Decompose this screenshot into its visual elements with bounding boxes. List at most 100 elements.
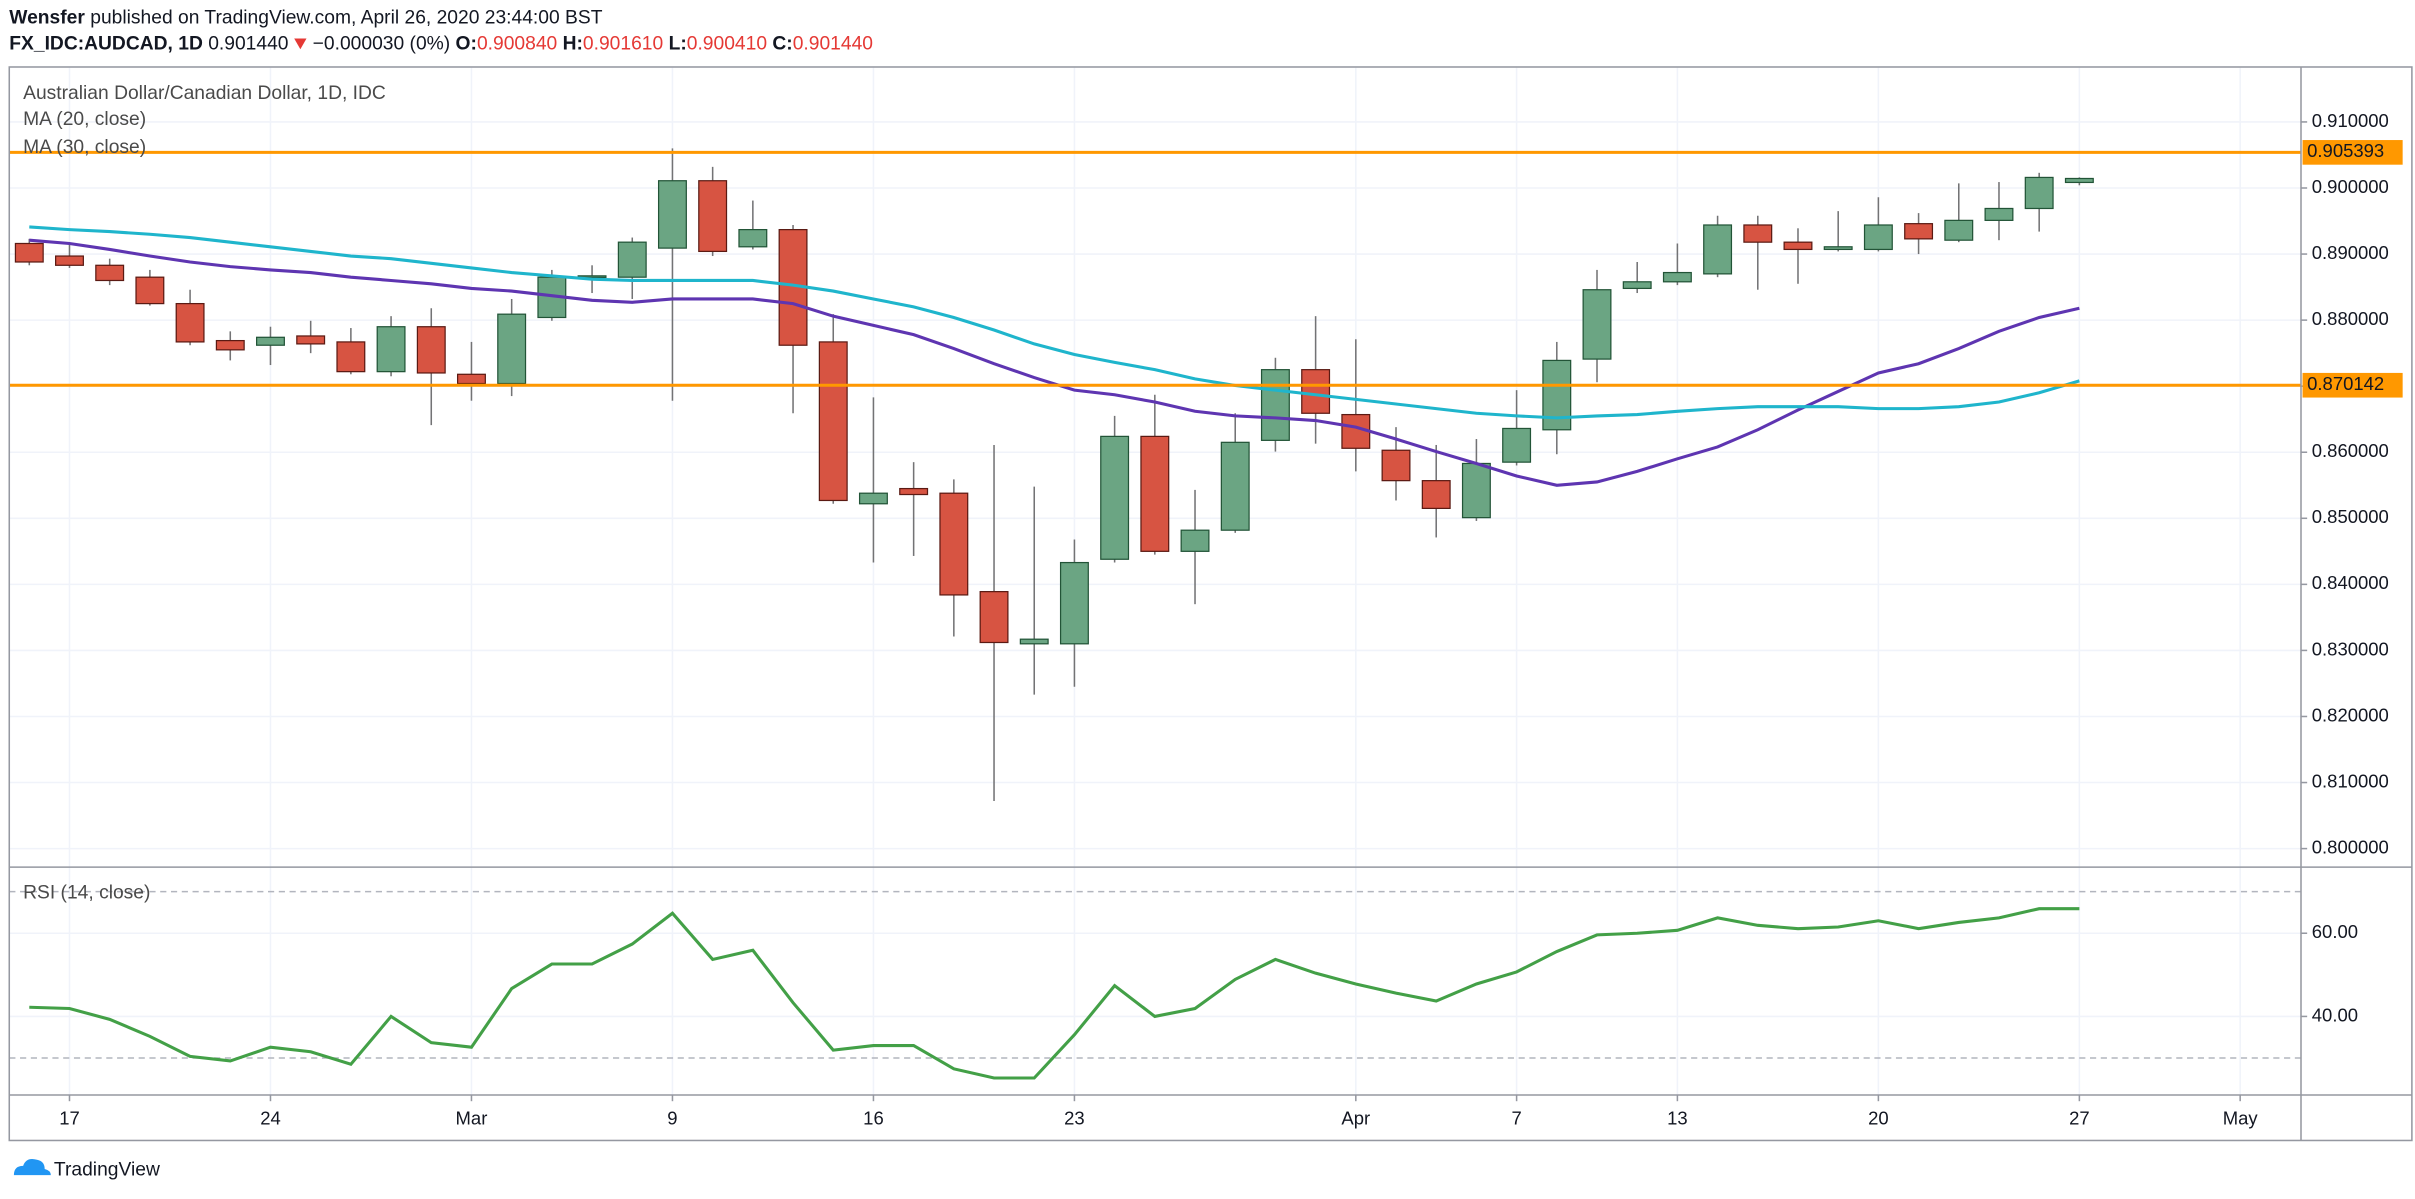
author: Wensfer: [9, 8, 85, 29]
candle-body: [858, 492, 888, 505]
header-line-2: FX_IDC:AUDCAD, 1D 0.901440: [9, 34, 288, 55]
candle-body: [175, 302, 205, 343]
candle-body: [1381, 449, 1411, 482]
candle-body: [1100, 435, 1130, 560]
x-tick-label: Mar: [456, 1108, 488, 1129]
candle-body: [55, 255, 84, 266]
indicator-line: [29, 907, 2080, 1080]
candle-body: [1622, 281, 1652, 290]
header-line-1: Wensfer published on TradingView.com, Ap…: [9, 8, 602, 29]
x-tick-label: 27: [2069, 1108, 2090, 1129]
x-tick-label: 24: [260, 1108, 281, 1129]
candle-body: [256, 336, 285, 346]
legend-entry: MA (30, close): [23, 137, 146, 158]
tradingview-logo: [13, 1158, 51, 1176]
plot-area: 17 24 Mar 9 16 23 Apr 7 13 20 27 May 0.800000 0.81000…: [9, 67, 2403, 1129]
candle-body: [1301, 369, 1331, 414]
candle-body: [1582, 289, 1612, 360]
o-value: 0.900840: [477, 34, 557, 55]
candle-body: [1863, 224, 1893, 251]
down-triangle: [294, 38, 307, 50]
candle-body: [657, 180, 687, 249]
y-tick-label: 60.00: [2312, 921, 2358, 942]
candle-body: [1421, 480, 1451, 510]
y-tick-label: 0.900000: [2312, 176, 2389, 197]
candle-body: [1140, 435, 1170, 552]
candle-body: [818, 341, 848, 502]
last-price: 0.901440: [208, 34, 288, 55]
price-label-box: [2302, 140, 2403, 165]
l-value: 0.900410: [687, 34, 767, 55]
candle-body: [14, 242, 44, 263]
price-label: 0.870142: [2307, 373, 2384, 394]
candle-body: [1823, 246, 1853, 251]
candle-body: [456, 373, 486, 385]
x-tick-label: May: [2223, 1108, 2259, 1129]
symbol: FX_IDC:AUDCAD, 1D: [9, 34, 203, 55]
pane-title: RSI (14, close): [23, 882, 150, 903]
y-tick-label: 0.840000: [2312, 572, 2389, 593]
candle-body: [1944, 219, 1974, 241]
price-label-box: [2302, 372, 2403, 398]
c-label: C:: [772, 34, 792, 55]
change: −0.000030 (0%): [313, 34, 451, 55]
y-tick-label: 0.860000: [2312, 440, 2389, 461]
candle-body: [497, 313, 527, 385]
candle-body: [2024, 176, 2054, 210]
x-tick-label: 13: [1667, 1108, 1688, 1129]
frame: [8, 66, 2413, 1142]
header-ohlc: −0.000030 (0%) O:0.900840 H:0.901610 L:0…: [313, 34, 873, 55]
candle-body: [1662, 271, 1692, 283]
candle-body: [336, 341, 366, 373]
x-tick-label: 9: [667, 1108, 677, 1129]
candle-body: [617, 241, 647, 278]
indicator-line: [29, 225, 2080, 420]
candle-body: [1059, 561, 1089, 645]
y-tick-label: 0.850000: [2312, 506, 2389, 527]
candle-body: [1019, 638, 1049, 645]
y-tick-label: 0.800000: [2312, 836, 2389, 857]
published: published on TradingView.com, April 26, …: [90, 8, 602, 29]
candle-body: [738, 228, 768, 248]
x-tick-label: 7: [1511, 1108, 1521, 1129]
candle-body: [1904, 223, 1934, 240]
candle-body: [1461, 462, 1491, 519]
l-label: L:: [669, 34, 687, 55]
candle-body: [1703, 224, 1733, 275]
candle-body: [215, 339, 245, 351]
x-tick-label: 23: [1064, 1108, 1085, 1129]
x-tick-label: Apr: [1341, 1108, 1370, 1129]
y-tick-label: 0.830000: [2312, 638, 2389, 659]
x-tick-label: 20: [1868, 1108, 1889, 1129]
candle-body: [939, 492, 969, 596]
x-tick-label: 16: [863, 1108, 884, 1129]
candle-body: [95, 264, 125, 282]
candle-body: [416, 326, 446, 374]
candle-body: [1984, 207, 2014, 221]
footer-brand: TradingView: [54, 1160, 160, 1181]
c-value: 0.901440: [793, 34, 873, 55]
candle-body: [1260, 369, 1290, 441]
candle-body: [1743, 224, 1773, 243]
o-label: O:: [456, 34, 477, 55]
y-tick-label: 0.810000: [2312, 770, 2389, 791]
candle-body: [296, 335, 326, 345]
candle-body: [2064, 177, 2094, 184]
y-tick-label: 0.910000: [2312, 110, 2389, 131]
price-label: 0.905393: [2307, 140, 2384, 161]
y-tick-label: 0.880000: [2312, 308, 2389, 329]
candle-body: [979, 591, 1009, 644]
h-value: 0.901610: [583, 34, 663, 55]
candle-body: [899, 487, 929, 496]
candle-body: [1180, 529, 1210, 552]
y-tick-label: 0.820000: [2312, 704, 2389, 725]
candle-body: [698, 180, 728, 253]
candle-body: [1502, 427, 1532, 463]
candle-body: [376, 326, 406, 373]
candle-body: [1220, 441, 1250, 531]
y-tick-label: 0.890000: [2312, 242, 2389, 263]
pane-title: Australian Dollar/Canadian Dollar, 1D, I…: [23, 83, 386, 104]
legend-entry: MA (20, close): [23, 109, 146, 130]
y-tick-label: 40.00: [2312, 1004, 2358, 1025]
